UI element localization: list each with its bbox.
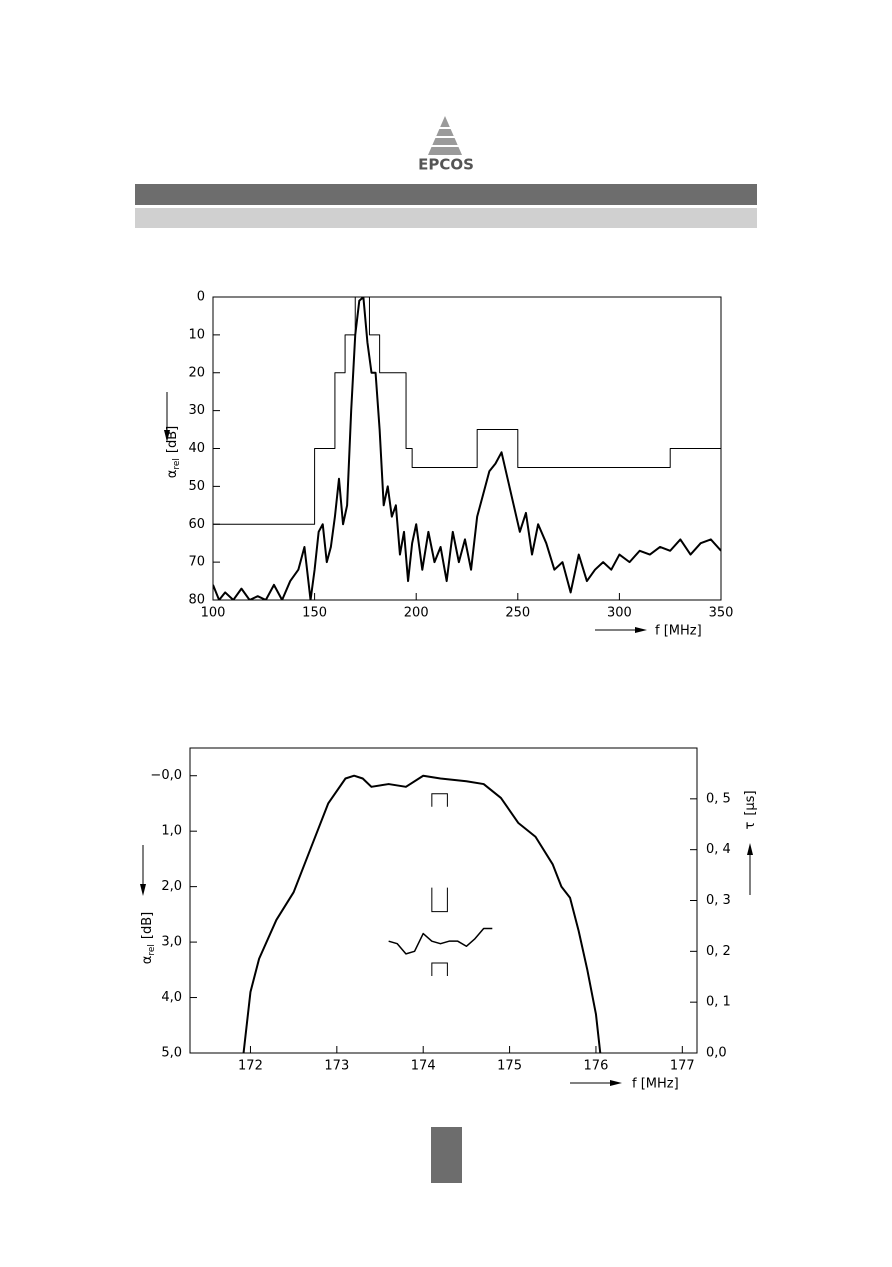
y-tick-label: 1,0 bbox=[161, 824, 182, 839]
x-tick-label: 174 bbox=[411, 1059, 436, 1074]
y2-label-unit: [μs] bbox=[743, 790, 758, 815]
x-tick-label: 177 bbox=[670, 1059, 695, 1074]
tolerance-mark bbox=[431, 962, 448, 977]
y-arrow bbox=[164, 392, 170, 442]
page-tab bbox=[431, 1127, 462, 1183]
y-label-subscript: rel bbox=[147, 944, 157, 956]
y-tick-label: 30 bbox=[188, 403, 205, 418]
y2-tick-label: 0, 2 bbox=[706, 944, 731, 959]
y-tick-label: 80 bbox=[188, 593, 205, 608]
y-tick-label: 0 bbox=[197, 290, 205, 305]
data-line bbox=[388, 927, 493, 955]
y-tick-label: 60 bbox=[188, 517, 205, 532]
x-tick-label: 200 bbox=[404, 606, 429, 621]
x-tick-label: 300 bbox=[607, 606, 632, 621]
y-tick-label: 3,0 bbox=[161, 935, 182, 950]
y-tick-label: 50 bbox=[188, 479, 205, 494]
x-tick-label: 173 bbox=[324, 1059, 349, 1074]
x-tick-label: 250 bbox=[505, 606, 530, 621]
y2-axis-label: τ [μs] bbox=[743, 790, 758, 829]
y-tick-label: 2,0 bbox=[161, 879, 182, 894]
y-label-symbol: α bbox=[165, 470, 180, 479]
data-line bbox=[213, 297, 721, 600]
y2-tick-label: 0, 5 bbox=[706, 791, 731, 806]
plot-area bbox=[213, 297, 721, 600]
y-tick-label: 4,0 bbox=[161, 990, 182, 1005]
data-line bbox=[213, 297, 721, 525]
plot-area bbox=[242, 774, 602, 1053]
y-arrow bbox=[140, 845, 146, 896]
y-tick-label: 5,0 bbox=[161, 1046, 182, 1061]
x-axis-label: f [MHz] bbox=[632, 1077, 679, 1092]
logo: EPCOS bbox=[418, 116, 474, 174]
y-tick-label: 10 bbox=[188, 327, 205, 342]
y-tick-label: −0,0 bbox=[150, 768, 182, 783]
subheader-bar bbox=[135, 208, 757, 228]
logo-text: EPCOS bbox=[418, 156, 474, 174]
y2-tick-label: 0, 4 bbox=[706, 842, 731, 857]
x-arrow bbox=[570, 1080, 622, 1086]
x-axis-label: f [MHz] bbox=[655, 624, 702, 639]
tolerance-mark bbox=[431, 793, 448, 807]
y2-tick-label: 0,0 bbox=[706, 1046, 727, 1061]
data-line bbox=[242, 774, 602, 1053]
x-tick-label: 150 bbox=[302, 606, 327, 621]
y-label-subscript: rel bbox=[172, 458, 182, 470]
tolerance-mark bbox=[431, 887, 448, 913]
x-tick-label: 350 bbox=[709, 606, 734, 621]
y2-tick-label: 0, 3 bbox=[706, 893, 731, 908]
x-tick-label: 175 bbox=[497, 1059, 522, 1074]
header-bar bbox=[135, 184, 757, 205]
x-tick-label: 176 bbox=[584, 1059, 609, 1074]
x-arrow bbox=[595, 627, 647, 633]
y-tick-label: 40 bbox=[188, 441, 205, 456]
x-tick-label: 100 bbox=[201, 606, 226, 621]
y2-tick-label: 0, 1 bbox=[706, 995, 731, 1010]
y-tick-label: 20 bbox=[188, 365, 205, 380]
y2-arrow bbox=[747, 843, 753, 895]
y-axis-label: αrel [dB] bbox=[140, 912, 157, 964]
y-label-symbol: α bbox=[140, 956, 155, 965]
y-label-unit: [dB] bbox=[140, 912, 155, 939]
y2-label-symbol: τ bbox=[743, 822, 758, 830]
y-tick-label: 70 bbox=[188, 555, 205, 570]
x-tick-label: 172 bbox=[238, 1059, 263, 1074]
